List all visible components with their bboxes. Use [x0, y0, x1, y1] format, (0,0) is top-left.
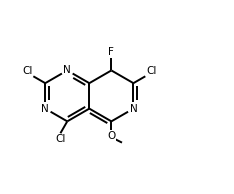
Text: Cl: Cl: [22, 66, 33, 76]
Text: N: N: [63, 65, 71, 75]
Text: F: F: [108, 47, 114, 57]
Text: Cl: Cl: [146, 66, 157, 76]
Text: N: N: [41, 104, 49, 114]
Text: O: O: [107, 131, 116, 141]
Text: N: N: [130, 104, 137, 114]
Text: Cl: Cl: [55, 134, 66, 144]
